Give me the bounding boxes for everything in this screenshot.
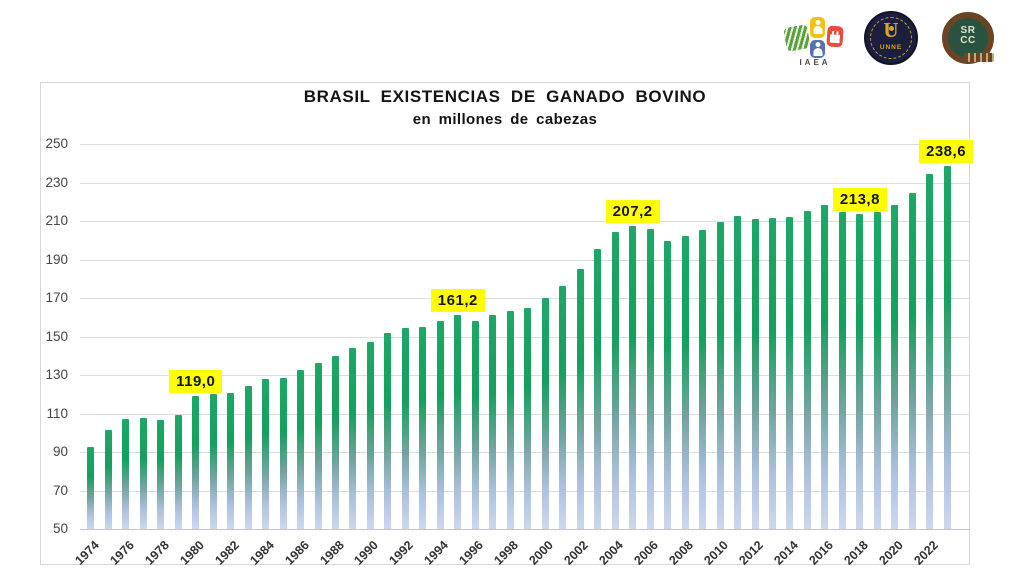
- bar-1996: [471, 320, 479, 529]
- bar-2005: [629, 226, 637, 529]
- bar-2003: [594, 248, 602, 529]
- bar-1975: [104, 429, 112, 529]
- y-tick-250: 250: [45, 136, 68, 151]
- y-tick-50: 50: [52, 521, 68, 536]
- value-label-2023: 238,6: [919, 139, 974, 163]
- bar-1990: [366, 342, 374, 529]
- gridline-250: [80, 144, 970, 145]
- value-label-1995: 161,2: [430, 288, 485, 312]
- bar-1997: [489, 314, 497, 529]
- unne-label: UNNE: [879, 44, 903, 51]
- iaea-label: IAEA: [799, 58, 831, 67]
- gridline-210: [80, 221, 970, 222]
- y-tick-90: 90: [52, 444, 68, 459]
- bar-1989: [349, 347, 357, 529]
- chart-subtitle: en millones de cabezas: [412, 111, 598, 128]
- srcc-logo: SR CC: [942, 12, 994, 64]
- iaea-field-icon: [783, 24, 811, 52]
- iaea-person2-icon: [810, 40, 825, 58]
- bar-1998: [506, 311, 514, 529]
- y-tick-70: 70: [52, 482, 68, 498]
- bar-1984: [262, 378, 269, 529]
- value-label-1980: 119,0: [169, 370, 223, 394]
- bar-2012: [751, 218, 759, 529]
- bar-1987: [314, 362, 322, 529]
- iaea-building-icon: [826, 25, 844, 48]
- gridline-190: [80, 259, 970, 261]
- iaea-person-icon: [810, 17, 825, 38]
- bar-2023: [943, 165, 951, 529]
- value-label-2005: 207,2: [605, 200, 660, 224]
- bar-2006: [646, 228, 654, 529]
- unne-rim-text: [870, 17, 912, 59]
- bar-2017: [838, 211, 846, 529]
- bar-2009: [699, 230, 706, 529]
- y-tick-190: 190: [45, 251, 68, 267]
- unne-seal: U UNNE: [864, 11, 918, 65]
- bar-2010: [716, 222, 724, 529]
- bar-2016: [821, 205, 829, 529]
- bar-1985: [279, 378, 287, 529]
- bar-1977: [139, 417, 147, 529]
- y-tick-230: 230: [45, 174, 68, 190]
- bar-2007: [664, 240, 672, 529]
- bar-1992: [401, 328, 409, 529]
- bar-2011: [734, 215, 741, 529]
- bar-2020: [891, 205, 899, 529]
- bar-1999: [524, 308, 532, 529]
- y-tick-130: 130: [45, 367, 68, 382]
- gridline-170: [80, 298, 970, 299]
- bar-2000: [541, 298, 549, 529]
- bar-1994: [436, 320, 444, 529]
- iaea-logo: IAEA: [783, 13, 846, 69]
- bar-1979: [174, 415, 182, 529]
- bar-1995: [454, 314, 462, 529]
- bar-1991: [384, 332, 392, 529]
- gridline-230: [80, 182, 970, 184]
- bar-2019: [873, 212, 881, 529]
- unne-sun-dot: [888, 26, 894, 31]
- bar-1981: [209, 394, 217, 530]
- bar-1974: [87, 447, 95, 529]
- bar-2021: [908, 192, 916, 529]
- bar-1983: [244, 385, 252, 529]
- bar-2002: [576, 268, 584, 529]
- bar-1980: [192, 396, 200, 529]
- bar-1993: [419, 326, 427, 529]
- bar-2015: [803, 211, 811, 529]
- bar-2014: [786, 216, 794, 529]
- srcc-q-tail: [964, 53, 994, 62]
- bar-2018: [856, 213, 864, 529]
- bar-1976: [122, 418, 130, 529]
- y-tick-210: 210: [45, 213, 68, 228]
- bar-1978: [157, 419, 165, 529]
- bar-2004: [611, 231, 619, 529]
- bar-1988: [332, 355, 339, 529]
- gridline-50: [80, 529, 970, 530]
- srcc-letters: SR CC: [960, 25, 976, 46]
- value-label-2018: 213,8: [832, 187, 887, 211]
- chart-title: BRASIL EXISTENCIAS DE GANADO BOVINO: [303, 87, 707, 106]
- bar-2001: [559, 285, 567, 529]
- bar-2013: [769, 217, 776, 529]
- bar-1982: [227, 392, 235, 529]
- y-tick-170: 170: [45, 290, 68, 305]
- bar-2008: [681, 235, 689, 529]
- y-tick-150: 150: [45, 328, 68, 344]
- y-tick-110: 110: [46, 405, 68, 421]
- bar-1986: [297, 369, 304, 529]
- bar-2022: [926, 174, 934, 529]
